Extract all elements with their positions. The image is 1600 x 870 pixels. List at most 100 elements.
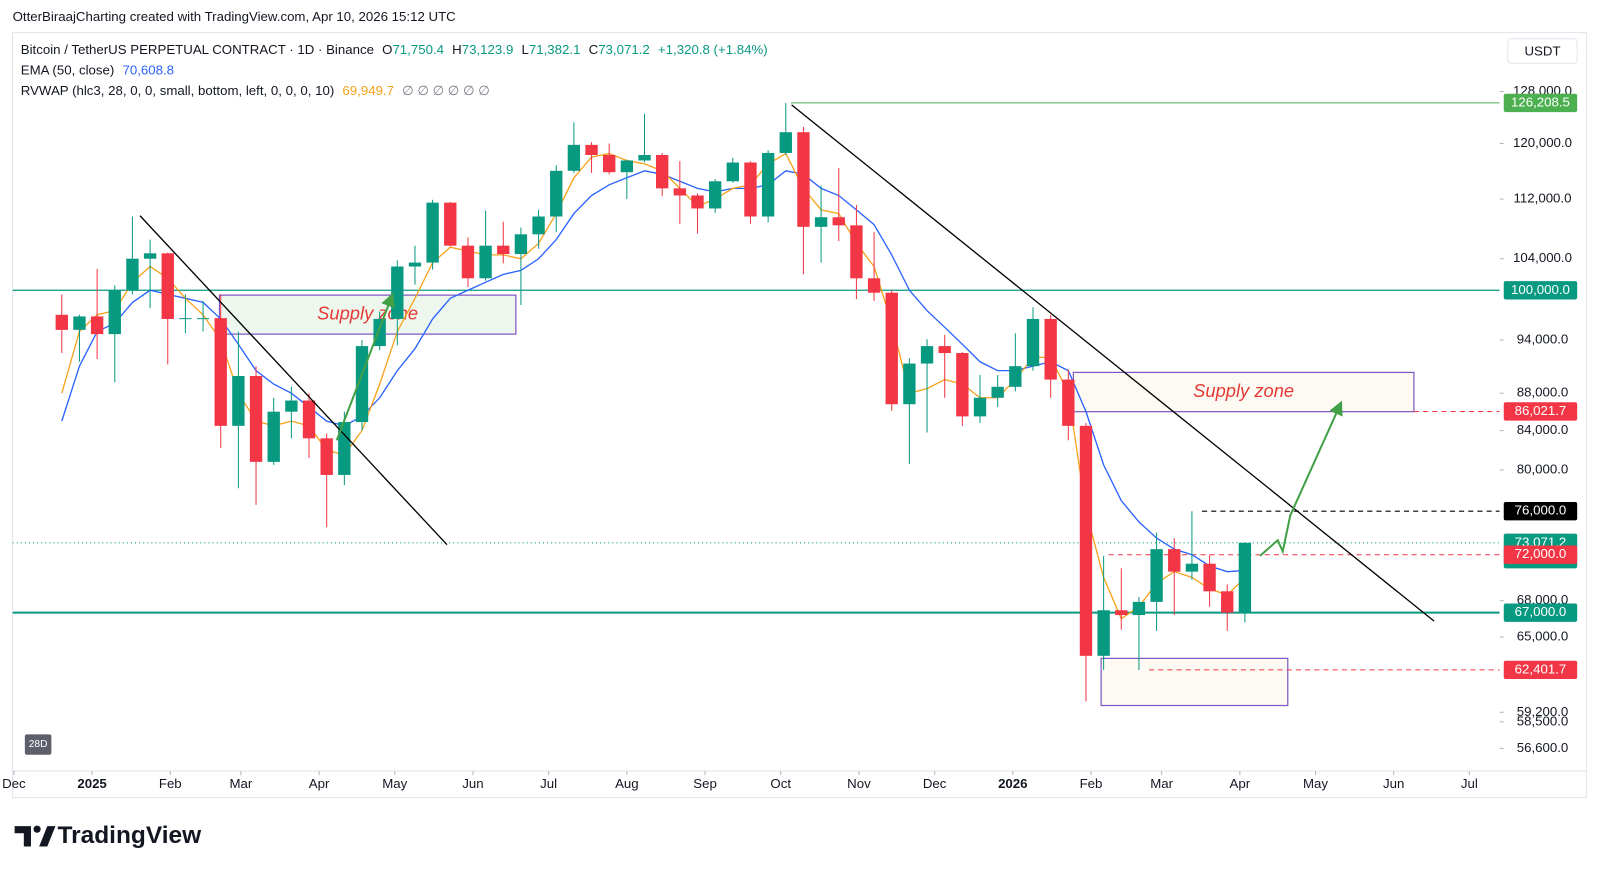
candle-body [991,386,1004,398]
legend-item: C [589,41,599,56]
y-tick-label: 65,000.0 [1517,629,1569,644]
trendline [791,104,1435,622]
badge: 28D [29,739,48,750]
candle-body [444,202,457,246]
x-tick-label: Jun [462,776,483,791]
currency[interactable]: USDT [1524,44,1560,59]
y-tick-label: 112,000.0 [1514,191,1572,206]
currency-box[interactable] [1507,38,1578,64]
legend-item: 73,123.9 [462,41,514,56]
candle-body [726,162,739,182]
logo-mark [14,826,31,847]
legend-item: O [382,41,392,56]
legend-item: +1,320.8 (+1.84%) [658,41,768,56]
candle-body [1168,549,1181,572]
candle-body [885,292,898,405]
legend-item: EMA (50, close) [21,62,115,77]
x-tick-label: May [382,776,407,791]
x-tick-label: 2026 [998,776,1027,791]
candle-body [673,188,687,196]
candle-body [1203,563,1216,592]
legend-item: 70,608.8 [122,62,174,77]
candle-body [550,170,563,217]
candle-body [1097,610,1110,656]
legend-line: Bitcoin / TetherUS PERPETUAL CONTRACT · … [21,41,768,56]
legend-item: L [522,41,529,56]
candle-body [744,162,757,217]
x-tick-label: Apr [309,776,330,791]
x-tick-label: Feb [1080,776,1103,791]
candle-body [373,318,386,347]
header: OtterBiraajCharting created with Trading… [13,9,457,24]
candle-body [620,160,634,173]
y-tick-label: 59,200.0 [1517,704,1569,719]
x-tick-label: Jul [1461,776,1478,791]
candle-body [214,318,227,426]
trendline [139,215,448,546]
candle-body [55,314,68,330]
logo-slash [39,826,56,847]
y-tick-label: 94,000.0 [1517,332,1569,347]
brand: TradingView [57,822,202,849]
legend-line: EMA (50, close) 70,608.8 [21,62,174,77]
x-tick-label: Sep [693,776,717,791]
arrow [1259,400,1343,557]
candle-body [814,217,828,227]
x-tick-label: Nov [847,776,871,791]
price-label-box [1503,545,1578,564]
x-tick-label: Dec [2,776,26,791]
candle-body [285,400,298,412]
legend-item: 71,750.4 [392,41,444,56]
zone [218,294,517,335]
price-label-box [1503,502,1578,521]
y-tick-label: 56,600.0 [1517,740,1569,755]
zone [1100,657,1289,707]
candle-body [1185,563,1199,572]
legend-item: ∅ ∅ ∅ ∅ ∅ ∅ [402,82,490,97]
arrow [335,292,395,441]
candle-body [320,438,333,475]
candle-body [638,155,651,161]
legend-line: RVWAP (hlc3, 28, 0, 0, small, bottom, le… [21,82,490,97]
candle-body [108,290,121,335]
y-tick-label: 58,500.0 [1517,713,1569,728]
candle-body [338,422,351,475]
zone [1072,371,1415,413]
x-tick-label: Aug [615,776,639,791]
price-label: 86,021.7 [1515,403,1567,418]
x-tick-label: Mar [1150,776,1173,791]
legend-item: 69,949.7 [342,82,394,97]
price-label-box [1503,603,1578,622]
zone-label: Supply zone [1193,380,1294,401]
candle-body [1132,601,1146,616]
candle-body [973,397,987,417]
candle-body [603,155,616,173]
price-label-box [1503,402,1578,421]
y-tick-label: 80,000.0 [1517,461,1569,476]
candle-body [497,245,510,255]
candle-body [797,132,810,227]
candle-body [302,400,316,439]
candle-body [426,202,439,263]
x-tick-label: Jun [1383,776,1404,791]
x-tick-label: Apr [1230,776,1251,791]
candle-body [514,234,528,255]
candle-body [867,278,881,293]
price-label: 62,401.7 [1515,661,1567,676]
candle-body [850,225,863,279]
price-label: 100,000.0 [1511,282,1570,297]
candle-body [1079,425,1093,656]
candle-body [161,253,174,319]
price-label-box [1503,93,1578,113]
candle-body [1062,379,1075,426]
y-tick-label: 120,000.0 [1513,135,1572,150]
candle-body [479,245,492,279]
candle-body [391,266,404,319]
candle-body [408,262,422,267]
x-tick-label: Jul [540,776,557,791]
legend-item: 73,071.2 [598,41,650,56]
candle-body [920,346,934,364]
candle-body [461,245,475,279]
price-label: 76,000.0 [1515,503,1567,518]
